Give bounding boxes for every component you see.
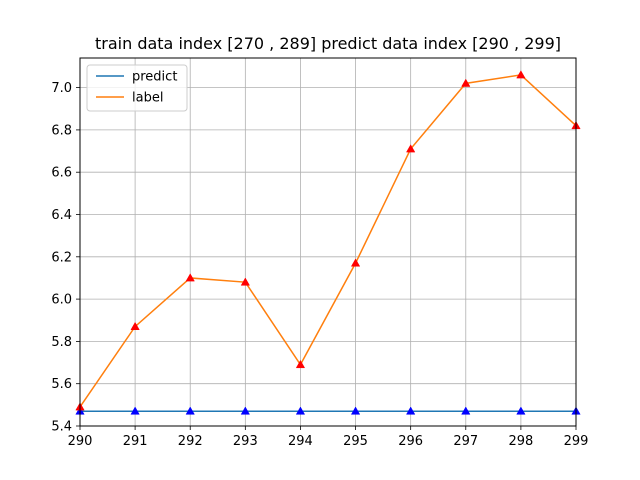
x-tick-label: 291: [123, 434, 148, 449]
data-point-label: [516, 70, 526, 79]
x-tick-label: 294: [288, 434, 313, 449]
x-tick-label: 298: [508, 434, 533, 449]
data-point-predict: [240, 406, 250, 415]
data-point-predict: [295, 406, 306, 415]
grid: [79, 58, 577, 427]
axes: 290 291 292 293 294 295 296 297 298 299 5.4 5.6 5.8 6…: [51, 81, 588, 449]
x-tick-label: 299: [564, 434, 589, 449]
data-point-label: [185, 273, 195, 282]
data-point-label: [406, 144, 416, 153]
legend-label-label: label: [132, 91, 163, 106]
data-point-predict: [461, 406, 471, 415]
data-point-label: [461, 78, 471, 87]
y-tick-label: 6.2: [51, 250, 72, 265]
y-tick-label: 5.4: [51, 420, 72, 435]
data-point-predict: [350, 406, 361, 415]
data-point-predict: [130, 406, 140, 415]
y-tick-label: 6.0: [51, 293, 72, 308]
y-tick-label: 7.0: [51, 81, 72, 96]
x-tick-label: 296: [398, 434, 423, 449]
x-tick-label: 297: [453, 434, 478, 449]
data-point-predict: [516, 406, 526, 415]
x-tick-label: 293: [233, 434, 258, 449]
data-point-predict: [406, 406, 416, 415]
y-tick-label: 6.8: [51, 123, 72, 138]
y-tick-label: 5.8: [51, 335, 72, 350]
x-tick-label: 295: [343, 434, 368, 449]
plot-frame: [79, 57, 577, 427]
legend-label-predict: predict: [132, 70, 177, 85]
y-tick-label: 5.6: [51, 377, 72, 392]
legend: predict label: [86, 64, 188, 112]
series-line-label: [79, 74, 577, 408]
x-tick-label: 290: [68, 434, 93, 449]
data-point-label: [295, 359, 306, 369]
data-point-label: [350, 258, 361, 267]
series-layer: [75, 70, 581, 415]
y-tick-label: 6.4: [51, 208, 72, 223]
y-tick-label: 6.6: [51, 166, 72, 181]
x-tick-label: 292: [178, 434, 203, 449]
chart-title: train data index [270 , 289] predict dat…: [95, 34, 561, 53]
data-point-label: [130, 321, 140, 330]
data-point-predict: [185, 406, 195, 415]
data-point-label: [240, 277, 250, 286]
